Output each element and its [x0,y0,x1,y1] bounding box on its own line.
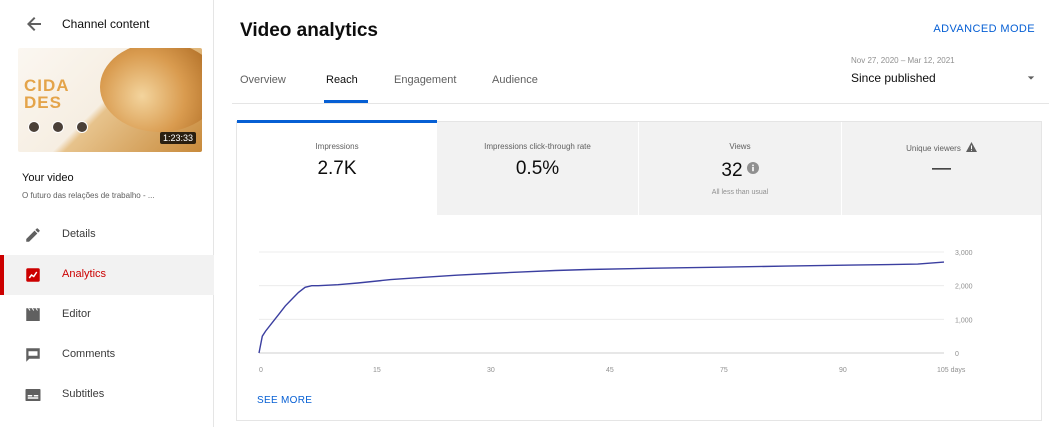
metric-note: All less than usual [711,189,769,196]
metric-value: 32 [639,158,841,182]
advanced-mode-button[interactable]: ADVANCED MODE [933,23,1035,35]
avatar [52,121,64,133]
metric-value: 0.5% [515,158,560,179]
metric-label-text: Unique viewers [906,144,961,153]
reach-card: Impressions 2.7K Impressions click-throu… [236,120,1042,421]
impressions-line-chart: 0 1,000 2,000 3,000 0 15 30 45 75 90 105 days [258,250,973,374]
analytics-icon [24,266,42,284]
date-range-text: Nov 27, 2020 – Mar 12, 2021 [851,56,955,65]
x-tick-label: 45 [606,367,614,374]
sidebar-item-editor[interactable]: Editor [0,295,214,335]
metric-unique-viewers[interactable]: Unique viewers — [842,122,1041,215]
x-tick-label: 0 [259,367,263,374]
x-tick-label: 90 [839,367,847,374]
page-title: Video analytics [240,20,378,41]
y-tick-label: 3,000 [955,250,973,257]
avatar [76,121,88,133]
see-more-button[interactable]: SEE MORE [257,395,313,406]
avatar [28,121,40,133]
thumbnail-art [100,48,202,132]
back-arrow-icon[interactable] [22,12,46,36]
tab-engagement[interactable]: Engagement [394,74,457,86]
sidebar: Channel content CIDA DES 1:23:33 Your vi… [0,0,214,427]
x-tick-label: 105 days [937,367,966,374]
sidebar-item-label: Comments [62,348,116,360]
thumbnail-word: CIDA [24,76,70,95]
clapperboard-icon [24,306,42,324]
metric-views[interactable]: Views 32 All less than usual [639,122,841,215]
metric-impressions[interactable]: Impressions 2.7K [237,120,437,215]
metric-value: — [932,158,951,179]
sidebar-item-comments[interactable]: Comments [0,335,214,375]
video-duration: 1:23:33 [159,132,196,144]
metric-value-text: 32 [721,160,743,181]
tab-overview[interactable]: Overview [240,74,286,86]
active-tab-indicator [324,100,368,103]
metric-label: Views [729,142,751,151]
metric-value: 2.7K [317,158,357,179]
caret-down-icon [1027,69,1035,80]
sidebar-item-analytics[interactable]: Analytics [0,255,214,295]
x-tick-label: 75 [720,367,728,374]
sidebar-item-details[interactable]: Details [0,215,214,255]
impressions-series-line [258,261,945,354]
date-range-picker[interactable]: Nov 27, 2020 – Mar 12, 2021 Since publis… [851,56,1041,92]
sidebar-header: Channel content [0,0,214,46]
y-tick-label: 0 [955,351,959,358]
video-thumbnail[interactable]: CIDA DES 1:23:33 [18,48,202,152]
metric-label: Unique viewers [842,142,1041,153]
sidebar-item-label: Editor [62,308,91,320]
y-tick-label: 2,000 [955,284,973,291]
x-tick-label: 30 [487,367,495,374]
metric-label: Impressions [315,142,359,151]
tab-reach[interactable]: Reach [326,74,358,86]
thumbnail-word: DES [24,93,62,112]
thumbnail-avatars [28,121,88,133]
tab-audience[interactable]: Audience [492,74,538,86]
warning-icon[interactable] [965,142,977,152]
metric-label: Impressions click-through rate [484,142,591,151]
date-range-label: Since published [851,71,936,85]
sidebar-item-subtitles[interactable]: Subtitles [0,375,214,415]
info-icon[interactable] [746,158,759,174]
tabs-divider [232,103,1049,104]
comment-icon [24,346,42,364]
sidebar-item-label: Subtitles [62,388,105,400]
sidebar-item-label: Analytics [62,268,107,280]
video-title[interactable]: O futuro das relações de trabalho - ... [22,191,155,200]
pencil-icon [24,226,42,244]
your-video-label: Your video [22,172,74,184]
metric-ctr[interactable]: Impressions click-through rate 0.5% [437,122,638,215]
y-tick-label: 1,000 [955,317,973,324]
x-tick-label: 15 [373,367,381,374]
sidebar-item-label: Details [62,228,96,240]
subtitles-icon [24,386,42,404]
sidebar-title: Channel content [62,17,150,31]
